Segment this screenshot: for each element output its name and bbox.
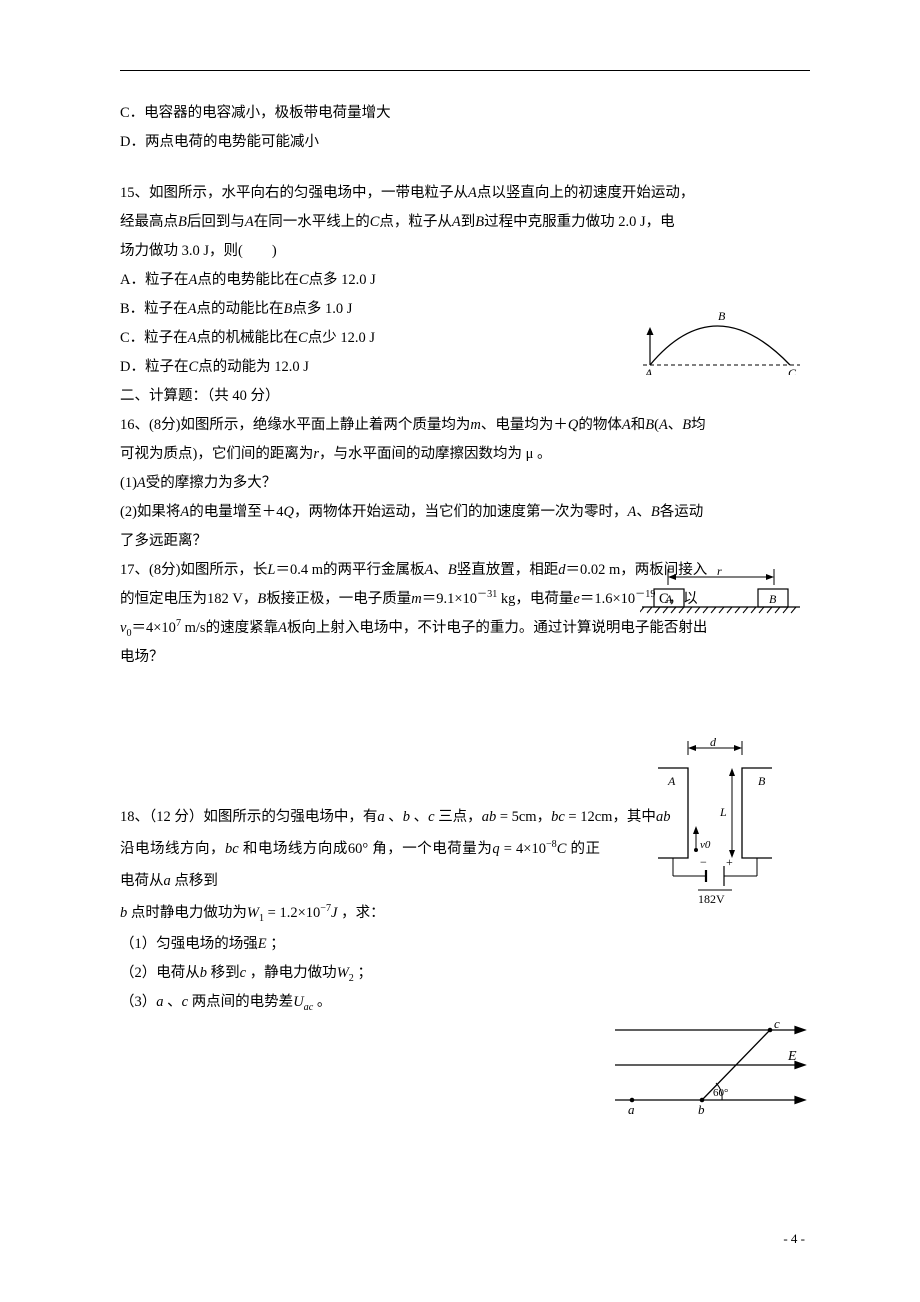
document-page: C．电容器的电容减小，极板带电荷量增大 D．两点电荷的电势能可能减小 A B C… <box>0 0 920 1302</box>
q15-stem: 15、如图所示，水平向右的匀强电场中，一带电粒子从A点以竖直向上的初速度开始运动… <box>120 179 810 208</box>
q15-fig-c: C <box>788 366 797 375</box>
q16-part2: (2)如果将A的电量增至＋4Q，两物体开始运动，当它们的加速度第一次为零时，A、… <box>120 498 810 527</box>
q16-stem-line2: 可视为质点)，它们间的距离为r，与水平面间的动摩擦因数均为 μ 。 <box>120 440 810 469</box>
frag-opt-c: C．电容器的电容减小，极板带电荷量增大 <box>120 99 810 128</box>
q18-figure: 60° a b c E <box>610 1010 810 1120</box>
q18-fig-c: c <box>774 1016 780 1031</box>
q16-fig-a: A <box>664 592 673 606</box>
q15-fig-b: B <box>718 309 726 323</box>
q15-figure: A B C <box>640 305 805 375</box>
q17-fig-b: B <box>758 774 766 788</box>
q18-part2: （2）电荷从b 移到c ，静电力做功W2 ； <box>120 959 810 988</box>
q18-fig-a: a <box>628 1102 635 1117</box>
q15-stem-line2: 经最高点B后回到与A在同一水平线上的C点，粒子从A到B过程中克服重力做功 2.0… <box>120 208 810 237</box>
q15-fig-a: A <box>644 366 653 375</box>
top-rule <box>120 70 810 71</box>
q17-fig-volt: 182V <box>698 892 725 903</box>
q16-part1: (1)A受的摩擦力为多大？ <box>120 469 810 498</box>
svg-text:+: + <box>726 855 733 869</box>
q16-stem: 16、(8分)如图所示，绝缘水平面上静止着两个质量均为m、电量均为＋Q的物体A和… <box>120 411 810 440</box>
q17-stem-line4: 电场？ <box>120 643 810 672</box>
q15-stem-line3: 场力做功 3.0 J，则( ) <box>120 237 810 266</box>
q16-figure: r A B <box>640 565 805 620</box>
q16-fig-b: B <box>769 592 777 606</box>
q18-fig-e: E <box>787 1049 797 1064</box>
q17-figure: d A B L v0 − + 182 <box>640 738 790 903</box>
q18-part1: （1）匀强电场的场强E ； <box>120 930 810 959</box>
svg-text:−: − <box>700 855 707 869</box>
q16-part2-line2: 了多远距离？ <box>120 527 810 556</box>
q15-opt-a: A．粒子在A点的电势能比在C点多 12.0 J <box>120 266 810 295</box>
q17-fig-l: L <box>719 805 727 819</box>
section2-title: 二、计算题：（共 40 分） <box>120 382 810 411</box>
page-number: - 4 - <box>783 1226 805 1252</box>
q16-fig-r: r <box>717 565 722 578</box>
q17-fig-d: d <box>710 738 717 749</box>
q17-fig-a: A <box>667 774 676 788</box>
frag-opt-d: D．两点电荷的电势能可能减小 <box>120 128 810 157</box>
q18-fig-ang: 60° <box>713 1087 728 1099</box>
q18-fig-b: b <box>698 1102 705 1117</box>
q17-fig-v0: v0 <box>700 839 711 851</box>
